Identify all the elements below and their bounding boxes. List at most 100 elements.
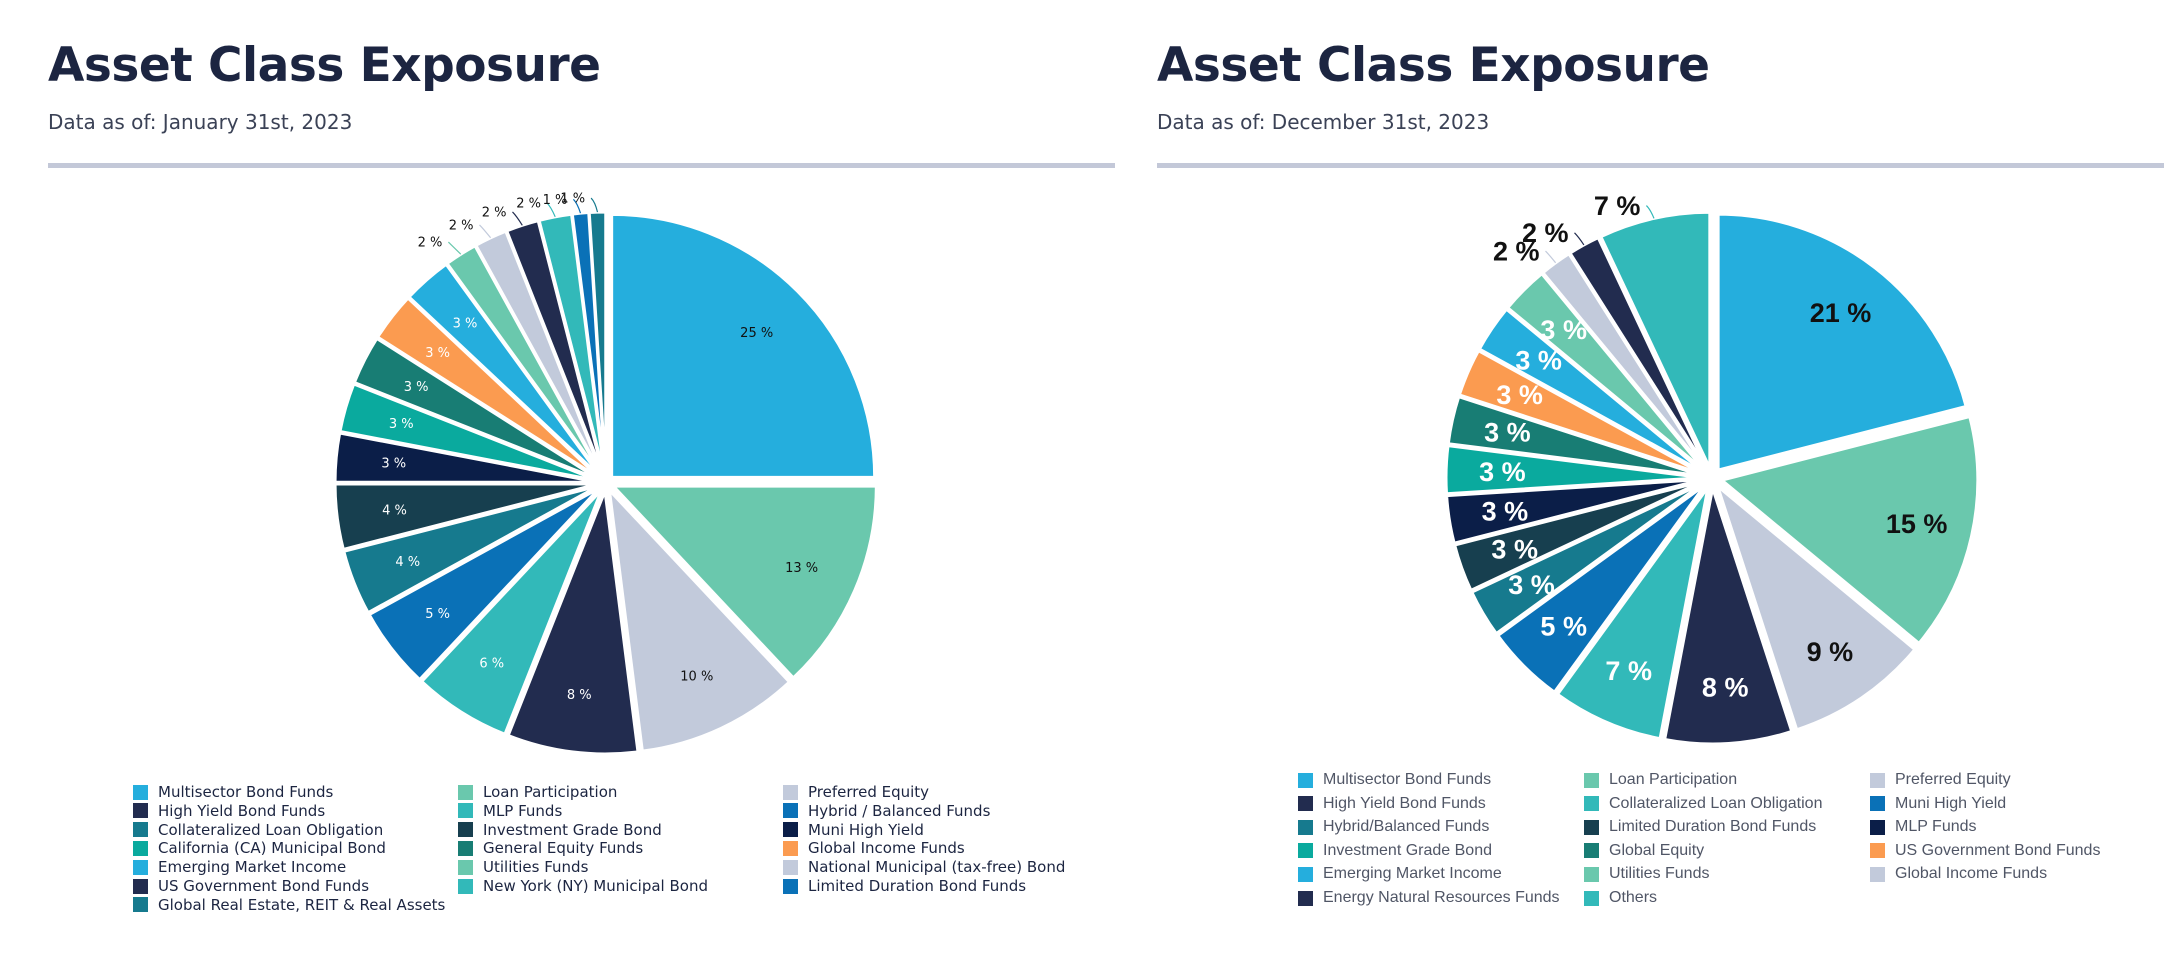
legend-swatch	[1298, 772, 1313, 788]
legend-item: Utilities Funds	[1584, 865, 1709, 883]
legend-item: Global Income Funds	[783, 839, 965, 857]
data-label: 2 %	[482, 205, 507, 220]
legend-swatch	[1870, 843, 1885, 859]
leader-line	[1574, 232, 1585, 246]
data-label: 3 %	[425, 346, 450, 361]
legend-label: Muni High Yield	[808, 820, 924, 839]
legend-item: General Equity Funds	[458, 839, 643, 857]
legend-item: Emerging Market Income	[133, 858, 346, 876]
data-label: 10 %	[680, 669, 713, 684]
chart-panel-december: Asset Class Exposure Data as of: Decembe…	[1157, 0, 2164, 958]
pie-slice	[1714, 481, 1917, 732]
legend-swatch	[133, 897, 148, 913]
legend-item: US Government Bond Funds	[1870, 842, 2100, 860]
data-label: 5 %	[1540, 612, 1587, 642]
legend-swatch	[133, 803, 148, 819]
legend-swatch	[1584, 772, 1599, 788]
legend-label: MLP Funds	[1895, 818, 1977, 836]
legend-item: Preferred Equity	[783, 783, 929, 801]
legend-item: Investment Grade Bond	[458, 821, 662, 839]
legend-label: High Yield Bond Funds	[158, 801, 326, 820]
legend-item: Collateralized Loan Obligation	[1584, 795, 1822, 813]
pie-slice	[1452, 479, 1704, 593]
pie-slice	[609, 484, 878, 681]
leader-line	[572, 198, 582, 214]
legend-item: Collateralized Loan Obligation	[133, 821, 383, 839]
legend-label: Global Real Estate, REIT & Real Assets	[158, 895, 446, 914]
leader-line	[1645, 205, 1655, 219]
legend-item: Global Equity	[1584, 842, 1704, 860]
pie-slice	[375, 295, 601, 480]
legend-item: Emerging Market Income	[1298, 865, 1502, 883]
legend-swatch	[783, 840, 798, 856]
legend-swatch	[133, 784, 148, 800]
legend-label: New York (NY) Municipal Bond	[483, 877, 708, 895]
pie-slice	[1469, 481, 1705, 636]
pie-slices	[333, 210, 878, 756]
divider	[48, 163, 1115, 168]
legend-label: California (CA) Municipal Bond	[158, 839, 386, 858]
pie-chart: 25 %13 %10 %8 %6 %5 %4 %4 %3 %3 %3 %3 %3…	[333, 192, 878, 756]
legend-label: Preferred Equity	[1895, 771, 2011, 788]
data-label: 2 %	[449, 219, 474, 234]
legend-label: Utilities Funds	[483, 858, 589, 877]
legend-label: General Equity Funds	[483, 839, 644, 858]
pie-slices	[1444, 210, 1980, 746]
data-label: 3 %	[1508, 570, 1555, 600]
legend-label: Others	[1609, 889, 1658, 906]
pie-slice	[610, 212, 877, 479]
legend-item: National Municipal (tax-free) Bond	[783, 858, 1065, 876]
legend-item: High Yield Bond Funds	[1298, 795, 1486, 813]
legend-label: High Yield Bond Funds	[1323, 794, 1486, 812]
pie-slice	[333, 482, 599, 552]
chart-panel-january: Asset Class Exposure Data as of: January…	[48, 0, 1115, 958]
leader-line	[590, 197, 599, 213]
pie-slice	[333, 431, 599, 484]
legend-item: Muni High Yield	[783, 821, 924, 839]
legend-item: Multisector Bond Funds	[133, 783, 333, 801]
legend-label: MLP Funds	[483, 801, 563, 820]
legend-swatch	[133, 859, 148, 875]
pie-slice	[1444, 443, 1703, 496]
legend-swatch	[783, 803, 798, 819]
pie-labels: 21 %15 %9 %8 %7 %5 %3 %3 %3 %3 %3 %3 %3 …	[1479, 191, 1947, 703]
legend-swatch	[1298, 866, 1313, 882]
legend-item: Global Income Funds	[1870, 865, 2047, 883]
legend-label: Collateralized Loan Obligation	[158, 820, 384, 839]
data-label: 15 %	[1886, 509, 1948, 539]
legend-swatch	[133, 878, 148, 894]
data-label: 3 %	[1479, 457, 1526, 487]
legend-swatch	[1298, 843, 1313, 859]
pie-labels: 25 %13 %10 %8 %6 %5 %4 %4 %3 %3 %3 %3 %3…	[381, 192, 818, 703]
legend-swatch	[783, 878, 798, 894]
legend-label: Global Income Funds	[808, 839, 965, 858]
legend-item: Preferred Equity	[1870, 771, 2011, 789]
chart-subtitle: Data as of: January 31st, 2023	[48, 110, 353, 134]
legend-swatch	[1584, 843, 1599, 859]
legend-label: Energy Natural Resources Funds	[1323, 889, 1560, 906]
legend-label: Loan Participation	[483, 783, 618, 801]
data-label: 3 %	[1540, 315, 1587, 345]
legend-swatch	[458, 878, 473, 894]
legend-item: Hybrid/Balanced Funds	[1298, 818, 1489, 836]
leader-line	[447, 241, 462, 255]
data-label: 2 %	[418, 236, 443, 251]
legend-item: MLP Funds	[458, 802, 562, 820]
data-label: 4 %	[395, 555, 420, 570]
chart-subtitle: Data as of: December 31st, 2023	[1157, 110, 1490, 134]
pie-slice	[367, 486, 601, 682]
pie-slice	[506, 490, 640, 756]
pie-slice	[1505, 271, 1707, 473]
pie-slice	[1662, 487, 1794, 746]
legend-swatch	[133, 822, 148, 838]
data-label: 8 %	[567, 688, 592, 703]
legend-item: Loan Participation	[1584, 771, 1737, 789]
legend-label: Collateralized Loan Obligation	[1609, 794, 1823, 812]
data-label: 8 %	[1702, 673, 1749, 703]
legend-item: Multisector Bond Funds	[1298, 771, 1491, 789]
legend-item: Limited Duration Bond Funds	[783, 877, 1026, 895]
data-label: 21 %	[1810, 298, 1872, 328]
legend-swatch	[783, 784, 798, 800]
legend-item: New York (NY) Municipal Bond	[458, 877, 708, 895]
legend-item: Muni High Yield	[1870, 795, 2006, 813]
